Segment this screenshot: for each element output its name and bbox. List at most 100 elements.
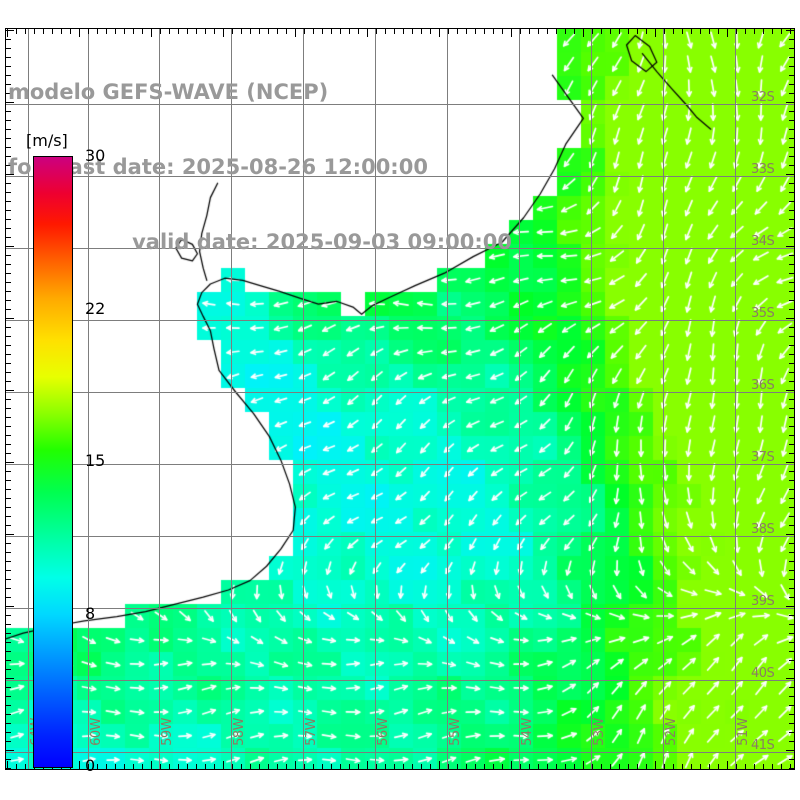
axis-tick-bottom	[592, 764, 593, 770]
axis-tick-right	[789, 255, 795, 256]
gridline-meridian	[303, 28, 304, 770]
axis-tick-left	[5, 372, 11, 373]
axis-tick-top	[655, 28, 656, 37]
axis-tick-bottom	[349, 764, 350, 770]
axis-tick-right	[789, 768, 795, 769]
axis-tick-top	[466, 28, 467, 34]
axis-tick-top	[493, 28, 494, 34]
lon-label: 55W	[448, 718, 463, 746]
axis-tick-right	[786, 102, 795, 103]
lon-label: 52W	[664, 718, 679, 746]
axis-tick-top	[601, 28, 602, 34]
axis-tick-left	[5, 498, 11, 499]
axis-tick-bottom	[457, 764, 458, 770]
axis-tick-bottom	[16, 764, 17, 770]
axis-tick-left	[5, 750, 14, 751]
axis-tick-top	[304, 28, 305, 34]
axis-tick-bottom	[790, 764, 791, 770]
axis-tick-top	[196, 28, 197, 34]
axis-tick-bottom	[466, 764, 467, 770]
axis-tick-top	[250, 28, 251, 34]
axis-tick-bottom	[781, 764, 782, 770]
axis-tick-top	[565, 28, 566, 34]
lon-label: 56W	[376, 718, 391, 746]
axis-tick-left	[5, 57, 11, 58]
axis-tick-bottom	[502, 764, 503, 770]
axis-tick-right	[786, 318, 795, 319]
axis-tick-bottom	[763, 764, 764, 770]
axis-tick-right	[789, 498, 795, 499]
lat-label: 39S	[751, 594, 775, 609]
axis-tick-top	[520, 28, 521, 34]
axis-tick-left	[5, 462, 14, 463]
axis-tick-right	[789, 111, 795, 112]
axis-tick-right	[789, 138, 795, 139]
axis-tick-right	[786, 462, 795, 463]
lat-label: 36S	[751, 378, 775, 393]
axis-tick-bottom	[313, 764, 314, 770]
axis-tick-right	[786, 30, 795, 31]
axis-tick-bottom	[745, 764, 746, 770]
axis-tick-left	[5, 327, 11, 328]
axis-tick-top	[682, 28, 683, 34]
axis-tick-bottom	[331, 764, 332, 770]
axis-tick-top	[646, 28, 647, 34]
axis-tick-left	[5, 156, 11, 157]
axis-tick-top	[637, 28, 638, 34]
axis-tick-top	[718, 28, 719, 34]
axis-tick-top	[340, 28, 341, 34]
axis-tick-bottom	[421, 764, 422, 770]
axis-tick-bottom	[691, 764, 692, 770]
axis-tick-left	[5, 588, 11, 589]
axis-tick-top	[763, 28, 764, 34]
axis-tick-top	[88, 28, 89, 34]
axis-tick-top	[412, 28, 413, 34]
axis-tick-top	[142, 28, 143, 34]
gridline-parallel	[5, 176, 795, 177]
axis-tick-bottom	[88, 764, 89, 770]
axis-tick-left	[5, 318, 14, 319]
axis-tick-right	[789, 525, 795, 526]
axis-tick-bottom	[79, 761, 80, 770]
axis-tick-bottom	[439, 761, 440, 770]
axis-tick-top	[151, 28, 152, 37]
axis-tick-bottom	[529, 764, 530, 770]
lat-label: 40S	[751, 666, 775, 681]
axis-tick-bottom	[565, 764, 566, 770]
axis-tick-right	[789, 300, 795, 301]
axis-tick-right	[789, 327, 795, 328]
axis-tick-right	[789, 435, 795, 436]
axis-tick-right	[789, 570, 795, 571]
axis-tick-left	[5, 552, 11, 553]
axis-tick-left	[5, 336, 11, 337]
axis-tick-left	[5, 30, 14, 31]
axis-tick-top	[457, 28, 458, 34]
axis-tick-right	[789, 237, 795, 238]
axis-tick-top	[241, 28, 242, 34]
axis-tick-top	[502, 28, 503, 34]
axis-tick-top	[43, 28, 44, 34]
lat-label: 35S	[751, 306, 775, 321]
axis-tick-left	[5, 102, 14, 103]
axis-tick-bottom	[664, 764, 665, 770]
axis-tick-right	[789, 588, 795, 589]
axis-tick-top	[691, 28, 692, 34]
axis-tick-left	[5, 453, 11, 454]
axis-tick-bottom	[232, 764, 233, 770]
gridline-meridian	[519, 28, 520, 770]
axis-tick-bottom	[547, 764, 548, 770]
axis-tick-left	[5, 417, 11, 418]
axis-tick-left	[5, 192, 11, 193]
axis-tick-top	[529, 28, 530, 34]
gridline-parallel	[5, 752, 795, 753]
axis-tick-top	[430, 28, 431, 34]
axis-tick-right	[789, 228, 795, 229]
axis-tick-bottom	[700, 764, 701, 770]
axis-tick-top	[16, 28, 17, 34]
axis-tick-right	[789, 363, 795, 364]
axis-tick-right	[789, 489, 795, 490]
axis-tick-top	[286, 28, 287, 34]
axis-tick-bottom	[376, 764, 377, 770]
axis-tick-left	[5, 759, 11, 760]
axis-tick-left	[5, 129, 11, 130]
